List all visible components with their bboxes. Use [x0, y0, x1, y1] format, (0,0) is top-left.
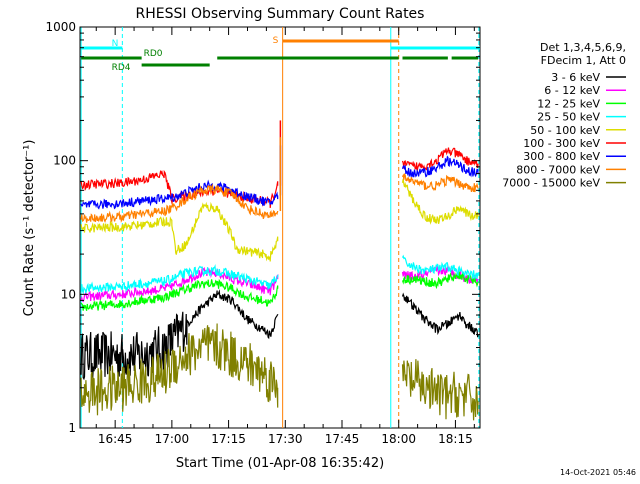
legend-entry-label: 25 - 50 keV [537, 111, 600, 124]
night-bar-label: N [112, 39, 119, 49]
legend-entry-label: 50 - 100 keV [530, 124, 600, 137]
series-line-post-3 [401, 254, 479, 280]
series-line-post-2 [401, 271, 479, 290]
series-line-post-8 [401, 359, 479, 421]
legend-entry-label: 100 - 300 keV [523, 137, 600, 150]
legend-entry-label: 3 - 6 keV [551, 71, 600, 84]
x-tick-label: 17:45 [325, 432, 360, 446]
series-line-post-6 [401, 155, 479, 178]
series-line-post-0 [401, 292, 479, 338]
x-tick-label: 17:15 [211, 432, 246, 446]
series-line-post-7 [401, 172, 479, 193]
chart-title: RHESSI Observing Summary Count Rates [136, 6, 425, 22]
saa-bar-label: S [273, 36, 279, 46]
legend-entry-label: 7000 - 15000 keV [502, 177, 600, 190]
x-axis-label: Start Time (01-Apr-08 16:35:42) [176, 456, 384, 471]
series-line-pre-0 [80, 289, 279, 381]
timestamp: 14-Oct-2021 05:46 [560, 468, 636, 477]
x-tick-label: 17:30 [268, 432, 303, 446]
legend-entry-label: 6 - 12 keV [544, 84, 600, 97]
y-tick-label: 100 [53, 154, 76, 168]
legend: Det 1,3,4,5,6,9,FDecim 1, Att 0 3 - 6 keV… [502, 41, 626, 190]
y-tick-label: 1000 [45, 20, 76, 34]
y-axis-label: Count Rate (s⁻¹ detector⁻¹) [22, 140, 37, 317]
series-line-pre-6 [80, 179, 279, 210]
plot-area: N S RD0 RD4 [79, 26, 481, 429]
x-tick-label: 18:15 [438, 432, 473, 446]
x-tick-label: 16:45 [98, 432, 133, 446]
series-line-pre-2 [80, 278, 279, 311]
x-axis: 16:45 17:00 17:15 17:30 17:45 18:00 18:15 [95, 27, 475, 446]
legend-entry-label: 12 - 25 keV [537, 97, 600, 110]
y-axis: 1 10 100 1000 [45, 20, 480, 435]
series-line-pre-8 [80, 323, 279, 416]
rd-bar-label: RD0 [144, 49, 163, 59]
series-line-pre-7 [80, 183, 279, 224]
series-line-pre-3 [80, 264, 279, 295]
y-tick-label: 1 [68, 421, 76, 435]
plot-frame [79, 26, 481, 429]
rd-bar-label: RD4 [112, 63, 131, 73]
series-line-pre-4 [80, 201, 279, 262]
legend-entry-label: 300 - 800 keV [523, 150, 600, 163]
x-tick-label: 18:00 [381, 432, 416, 446]
legend-entry-label: 800 - 7000 keV [516, 163, 600, 176]
series-line-post-4 [401, 178, 479, 225]
y-tick-label: 10 [61, 287, 76, 301]
legend-header-line: Det 1,3,4,5,6,9, [540, 41, 626, 54]
x-tick-label: 17:00 [155, 432, 190, 446]
legend-header-line: FDecim 1, Att 0 [541, 54, 626, 67]
series-line-post-5 [401, 147, 479, 172]
